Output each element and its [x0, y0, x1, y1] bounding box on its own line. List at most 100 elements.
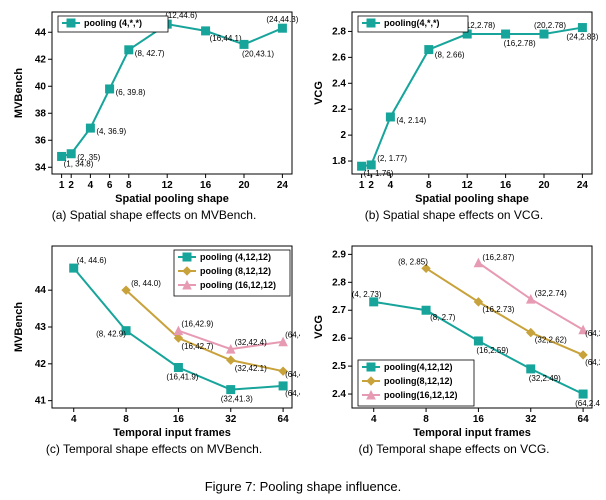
svg-text:4: 4	[371, 414, 377, 425]
point-label: (16,2.87)	[482, 253, 514, 262]
point-label: (32,42.1)	[235, 364, 267, 373]
svg-text:1: 1	[359, 180, 365, 191]
point-label: (4, 2.14)	[396, 116, 426, 125]
point-label: (32,2.74)	[535, 289, 567, 298]
chart-d: 481632642.42.52.62.72.82.9Temporal input…	[308, 238, 600, 460]
svg-text:4: 4	[71, 414, 77, 425]
svg-text:2.4: 2.4	[332, 389, 346, 400]
svg-text:2.2: 2.2	[332, 104, 346, 115]
svg-text:4: 4	[88, 180, 94, 191]
svg-text:2: 2	[340, 130, 346, 141]
panel-caption-c: (c) Temporal shape effects on MVBench.	[8, 442, 300, 456]
point-label: (20,2.78)	[534, 21, 566, 30]
svg-text:4: 4	[388, 180, 394, 191]
svg-text:16: 16	[200, 180, 212, 191]
panel-d: 481632642.42.52.62.72.82.9Temporal input…	[308, 238, 600, 460]
point-label: (64,2.54)	[585, 358, 600, 367]
point-label: (16,41.9)	[166, 373, 198, 382]
legend-label: pooling (8,12,12)	[200, 266, 271, 276]
point-label: (64,41.4)	[285, 389, 300, 398]
svg-text:VCG: VCG	[313, 81, 325, 105]
panel-a: 1246812162024343638404244Spatial pooling…	[8, 4, 300, 226]
svg-text:34: 34	[35, 162, 47, 173]
svg-text:43: 43	[35, 322, 47, 333]
legend-label: pooling (4,12,12)	[200, 252, 271, 262]
point-label: (64,2.4)	[575, 399, 600, 408]
svg-text:16: 16	[173, 414, 185, 425]
legend-label: pooling(4,*,*)	[384, 18, 440, 28]
point-label: (12,44.6)	[165, 11, 197, 20]
svg-text:8: 8	[426, 180, 432, 191]
svg-text:12: 12	[162, 180, 174, 191]
svg-text:Temporal input frames: Temporal input frames	[113, 427, 231, 439]
legend-label: pooling(16,12,12)	[384, 390, 458, 400]
svg-text:2.8: 2.8	[332, 277, 346, 288]
point-label: (32,2.49)	[529, 374, 561, 383]
legend-label: pooling(8,12,12)	[384, 376, 453, 386]
svg-text:Temporal input frames: Temporal input frames	[413, 427, 531, 439]
legend-label: pooling (16,12,12)	[200, 280, 276, 290]
point-label: (16,2.73)	[482, 305, 514, 314]
panel-b: 1248121620241.822.22.42.62.8Spatial pool…	[308, 4, 600, 226]
point-label: (16,2.59)	[476, 346, 508, 355]
panel-caption-b: (b) Spatial shape effects on VCG.	[308, 208, 600, 222]
svg-text:44: 44	[35, 285, 47, 296]
svg-text:44: 44	[35, 27, 47, 38]
point-label: (24,44.3)	[266, 15, 298, 24]
svg-text:2.6: 2.6	[332, 52, 346, 63]
svg-text:1: 1	[59, 180, 65, 191]
panel-caption-a: (a) Spatial shape effects on MVBench.	[8, 208, 300, 222]
svg-text:Spatial pooling shape: Spatial pooling shape	[115, 193, 229, 205]
svg-text:Spatial pooling shape: Spatial pooling shape	[415, 193, 529, 205]
point-label: (4, 36.9)	[96, 127, 126, 136]
point-label: (16,42.7)	[181, 342, 213, 351]
chart-c: 4816326441424344Temporal input framesMVB…	[8, 238, 300, 460]
svg-text:41: 41	[35, 396, 47, 407]
svg-text:32: 32	[225, 414, 237, 425]
svg-text:38: 38	[35, 108, 47, 119]
point-label: (24,2.83)	[566, 33, 598, 42]
svg-text:16: 16	[473, 414, 485, 425]
svg-text:20: 20	[538, 180, 550, 191]
point-label: (64,42.6)	[285, 331, 300, 340]
svg-text:1.8: 1.8	[332, 156, 346, 167]
point-label: (64,41.8)	[285, 370, 300, 379]
point-label: (16,44.1)	[210, 34, 242, 43]
point-label: (8, 2.7)	[430, 313, 456, 322]
chart-a: 1246812162024343638404244Spatial pooling…	[8, 4, 300, 226]
point-label: (8, 44.0)	[131, 279, 161, 288]
svg-text:2: 2	[68, 180, 74, 191]
series-pooling-4	[62, 24, 283, 156]
svg-text:2.6: 2.6	[332, 333, 346, 344]
svg-text:8: 8	[123, 414, 129, 425]
svg-text:2.7: 2.7	[332, 305, 346, 316]
svg-text:64: 64	[278, 414, 290, 425]
point-label: (16,42.9)	[181, 320, 213, 329]
svg-text:8: 8	[423, 414, 429, 425]
point-label: (6, 39.8)	[116, 88, 146, 97]
point-label: (32,2.62)	[535, 336, 567, 345]
svg-text:6: 6	[107, 180, 113, 191]
svg-text:24: 24	[277, 180, 289, 191]
point-label: (8, 42.9)	[96, 330, 126, 339]
svg-text:2.4: 2.4	[332, 78, 346, 89]
point-label: (1, 1.76)	[364, 169, 394, 178]
point-label: (8, 2.85)	[398, 257, 428, 266]
svg-text:2.9: 2.9	[332, 249, 346, 260]
svg-text:42: 42	[35, 54, 47, 65]
point-label: (8, 42.7)	[135, 49, 165, 58]
series-pooling-8-12-12	[126, 290, 283, 371]
point-label: (8, 2.66)	[435, 51, 465, 60]
svg-text:64: 64	[578, 414, 590, 425]
svg-text:20: 20	[238, 180, 250, 191]
svg-text:24: 24	[577, 180, 589, 191]
svg-text:2.5: 2.5	[332, 361, 346, 372]
svg-text:42: 42	[35, 359, 47, 370]
panel-caption-d: (d) Temporal shape effects on VCG.	[308, 442, 600, 456]
chart-b: 1248121620241.822.22.42.62.8Spatial pool…	[308, 4, 600, 226]
svg-text:40: 40	[35, 81, 47, 92]
point-label: (2, 1.77)	[377, 154, 407, 163]
point-label: (4, 44.6)	[77, 256, 107, 265]
svg-text:12: 12	[462, 180, 474, 191]
svg-text:8: 8	[126, 180, 132, 191]
